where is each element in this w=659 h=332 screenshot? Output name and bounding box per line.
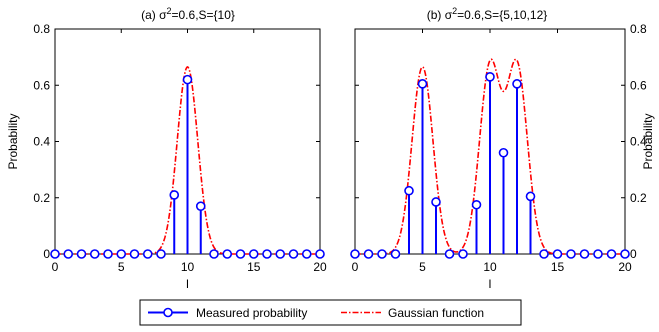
- y-tick-label: 0.8: [33, 22, 50, 36]
- y-tick-label: 0.6: [33, 78, 50, 92]
- stem-marker: [301, 249, 312, 259]
- stem-marker: [116, 249, 127, 259]
- stem-marker: [485, 72, 495, 82]
- panel-b-ylabel: Probability: [641, 113, 655, 169]
- x-tick-label: 0: [52, 260, 59, 274]
- y-tick-label: 0: [43, 247, 50, 261]
- panel-a-ylabel: Probability: [6, 113, 20, 169]
- stem-marker: [566, 249, 576, 259]
- stem-marker: [458, 249, 468, 259]
- stem-marker: [262, 249, 272, 259]
- panel-b-xlabel: l: [489, 277, 492, 291]
- panel-b: (b) σ2=0.6,S={5,10,12} 0 5 10 15 2000.20.40.…: [350, 6, 655, 291]
- panel-a-title: (a) σ2=0.6,S={10}: [141, 6, 235, 22]
- stem-marker: [593, 249, 603, 259]
- stem-marker: [525, 191, 536, 202]
- panel-a-ticks: 0 5 10 15 20 0 0.2 0.4 0.6 0.8: [33, 22, 327, 274]
- stem-marker: [142, 249, 153, 259]
- x-tick-label: 10: [181, 260, 195, 274]
- stem-marker: [235, 249, 246, 259]
- stem-marker: [390, 249, 401, 259]
- stem-marker: [248, 249, 259, 259]
- stem-marker: [195, 201, 206, 211]
- stem-marker: [209, 249, 219, 259]
- panel-b-stems: [350, 72, 630, 259]
- stem-marker: [63, 249, 74, 259]
- panel-a-gaussian-line: [55, 66, 320, 255]
- y-tick-label: 0.6: [630, 78, 647, 92]
- stem-marker: [275, 249, 286, 259]
- gaussian-function-line: [55, 66, 320, 255]
- x-tick-label: 5: [419, 260, 426, 274]
- stem-marker: [129, 249, 140, 259]
- stem-marker: [417, 79, 428, 89]
- stem-marker: [103, 249, 113, 259]
- stem-marker: [620, 249, 630, 259]
- panel-b-title: (b) σ2=0.6,S={5,10,12}: [427, 6, 548, 22]
- stem-marker: [156, 249, 166, 259]
- y-tick-label: 0.2: [33, 191, 50, 205]
- legend-box: [139, 299, 522, 326]
- stem-marker: [512, 79, 522, 89]
- stem-marker: [222, 249, 233, 259]
- x-tick-label: 15: [247, 260, 261, 274]
- stem-marker: [182, 74, 193, 85]
- legend-label-gaussian: Gaussian function: [388, 306, 484, 320]
- stem-marker: [404, 185, 414, 196]
- stem-marker: [169, 190, 180, 200]
- stem-marker: [552, 249, 563, 259]
- panel-a-xlabel: l: [186, 277, 189, 291]
- x-tick-label: 15: [551, 260, 565, 274]
- legend-stem-marker: [163, 307, 173, 318]
- y-tick-label: 0.4: [33, 135, 50, 149]
- y-tick-label: 0: [630, 247, 637, 261]
- panel-a-stems: [50, 74, 325, 259]
- stem-marker: [498, 147, 509, 158]
- legend: Measured probability Gaussian function: [139, 299, 522, 326]
- stem-marker: [444, 249, 455, 259]
- x-tick-label: 20: [618, 260, 632, 274]
- x-tick-label: 5: [118, 260, 125, 274]
- stem-marker: [579, 249, 590, 259]
- stem-marker: [431, 197, 441, 207]
- stem-marker: [76, 249, 87, 259]
- stem-marker: [350, 249, 360, 259]
- x-tick-label: 10: [483, 260, 497, 274]
- x-tick-label: 20: [313, 260, 327, 274]
- y-tick-label: 0.8: [630, 22, 647, 36]
- stem-marker: [471, 199, 482, 210]
- panel-a: (a) σ2=0.6,S={10} 0 5 10 15 2000.20.40.60.8 …: [6, 6, 327, 291]
- y-tick-label: 0.2: [630, 191, 647, 205]
- y-tick-label: 0.4: [630, 135, 647, 149]
- legend-label-measured: Measured probability: [196, 306, 307, 320]
- stem-marker: [50, 249, 60, 259]
- stem-marker: [606, 249, 617, 259]
- x-tick-label: 0: [352, 260, 359, 274]
- stem-marker: [539, 249, 549, 259]
- stem-marker: [89, 249, 100, 259]
- stem-marker: [315, 249, 325, 259]
- stem-marker: [377, 249, 387, 259]
- stem-marker: [363, 249, 374, 259]
- stem-marker: [288, 249, 299, 259]
